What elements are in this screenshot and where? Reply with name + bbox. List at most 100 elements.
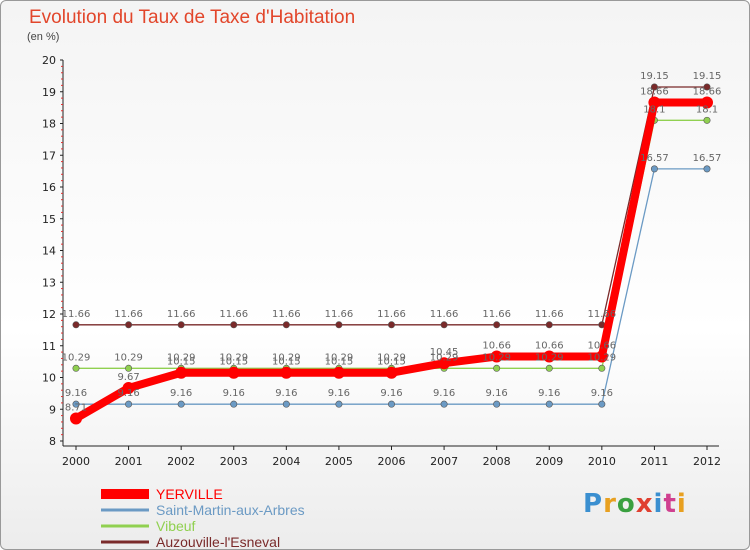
- legend: YERVILLESaint-Martin-aux-ArbresVibeufAuz…: [101, 486, 305, 549]
- data-label: 11.66: [430, 309, 459, 320]
- data-point: [177, 321, 185, 329]
- data-label: 10.29: [219, 352, 248, 363]
- data-label: 11.66: [62, 309, 91, 320]
- x-tick-label: 2008: [483, 455, 511, 468]
- data-label: 10.29: [482, 352, 511, 363]
- data-label: 10.29: [588, 352, 617, 363]
- data-label: 10.29: [167, 352, 196, 363]
- data-point: [545, 400, 553, 408]
- y-unit-label: (en %): [27, 31, 60, 43]
- data-point: [175, 366, 188, 379]
- legend-label: YERVILLE: [156, 486, 223, 502]
- data-label: 10.15: [272, 357, 301, 368]
- logo-letter: r: [603, 489, 617, 519]
- y-tick-label: 8: [49, 435, 56, 448]
- data-point: [122, 381, 135, 394]
- data-label: 10.15: [167, 357, 196, 368]
- data-point: [703, 116, 711, 124]
- data-label: 9.16: [275, 388, 297, 399]
- data-label: 18.66: [693, 87, 722, 98]
- logo-letter: t: [663, 489, 677, 519]
- data-label: 10.29: [430, 352, 459, 363]
- data-label: 10.66: [535, 341, 564, 352]
- x-tick-label: 2003: [220, 455, 248, 468]
- page-title: Evolution du Taux de Taxe d'Habitation: [29, 7, 356, 28]
- data-point: [545, 364, 553, 372]
- data-point: [545, 321, 553, 329]
- data-label: 11.66: [219, 309, 248, 320]
- data-label: 10.66: [482, 341, 511, 352]
- data-point: [70, 412, 82, 425]
- data-label: 11.66: [272, 309, 301, 320]
- logo-letter: x: [635, 489, 654, 519]
- data-point: [72, 364, 80, 372]
- y-tick-label: 9: [49, 403, 56, 416]
- data-label: 10.29: [325, 352, 354, 363]
- data-label: 10.29: [114, 352, 143, 363]
- data-point: [125, 400, 133, 408]
- data-point: [701, 96, 713, 109]
- data-label: 9.16: [380, 388, 402, 399]
- data-label: 10.15: [377, 357, 406, 368]
- data-label: 11.66: [588, 309, 617, 320]
- data-point: [387, 400, 395, 408]
- data-label: 10.66: [588, 341, 617, 352]
- data-label: 18.66: [640, 87, 669, 98]
- data-label: 18.1: [696, 104, 718, 115]
- data-label: 9.16: [486, 388, 508, 399]
- axes: 8 9 10 11 12 13 14 15 16 17 18 19 20 2000 2001 2002 2003…: [42, 54, 721, 468]
- data-point: [332, 366, 345, 379]
- data-point: [598, 400, 606, 408]
- data-point: [703, 165, 711, 173]
- x-tick-label: 2009: [535, 455, 563, 468]
- data-point: [125, 321, 133, 329]
- data-point: [72, 321, 80, 329]
- data-point: [72, 400, 80, 408]
- data-label: 10.29: [535, 352, 564, 363]
- x-tick-label: 2010: [588, 455, 616, 468]
- x-tick-label: 2007: [430, 455, 458, 468]
- logo-letter: o: [616, 489, 636, 519]
- data-point: [177, 400, 185, 408]
- legend-swatch: [101, 524, 149, 528]
- proxiti-logo: Proxiti: [583, 489, 687, 519]
- data-label: 11.66: [535, 309, 564, 320]
- data-point: [230, 400, 238, 408]
- data-point: [438, 357, 451, 370]
- logo-letter: i: [653, 489, 664, 519]
- data-label: 9.67: [117, 372, 139, 383]
- data-label: 9.16: [433, 388, 455, 399]
- data-label: 11.66: [377, 309, 406, 320]
- data-point: [650, 83, 658, 91]
- y-tick-label: 13: [42, 276, 56, 289]
- data-point: [493, 400, 501, 408]
- x-tick-label: 2011: [640, 455, 668, 468]
- data-label: 11.66: [482, 309, 511, 320]
- data-point: [703, 83, 711, 91]
- data-labels: 11.66 11.66 11.66 11.66 11.66 11.66 11.66 11.66…: [62, 71, 722, 413]
- data-label: 8.71: [65, 402, 87, 413]
- data-label: 11.66: [325, 309, 354, 320]
- data-point: [280, 366, 293, 379]
- data-label: 9.16: [117, 388, 139, 399]
- data-point: [648, 96, 661, 109]
- data-point: [227, 366, 240, 379]
- data-point: [598, 364, 606, 372]
- x-tick-label: 2006: [378, 455, 406, 468]
- y-tick-label: 19: [42, 86, 56, 99]
- data-point: [650, 165, 658, 173]
- data-label: 19.15: [693, 71, 722, 82]
- logo-letter: i: [676, 489, 687, 519]
- data-point: [385, 366, 398, 379]
- data-label: 9.16: [170, 388, 192, 399]
- data-label: 10.15: [325, 357, 354, 368]
- series-lines: [70, 83, 713, 425]
- data-point: [230, 321, 238, 329]
- legend-swatch: [101, 508, 149, 512]
- y-tick-label: 18: [42, 118, 56, 131]
- data-point: [282, 400, 290, 408]
- data-label: 9.16: [538, 388, 560, 399]
- data-label: 9.16: [328, 388, 350, 399]
